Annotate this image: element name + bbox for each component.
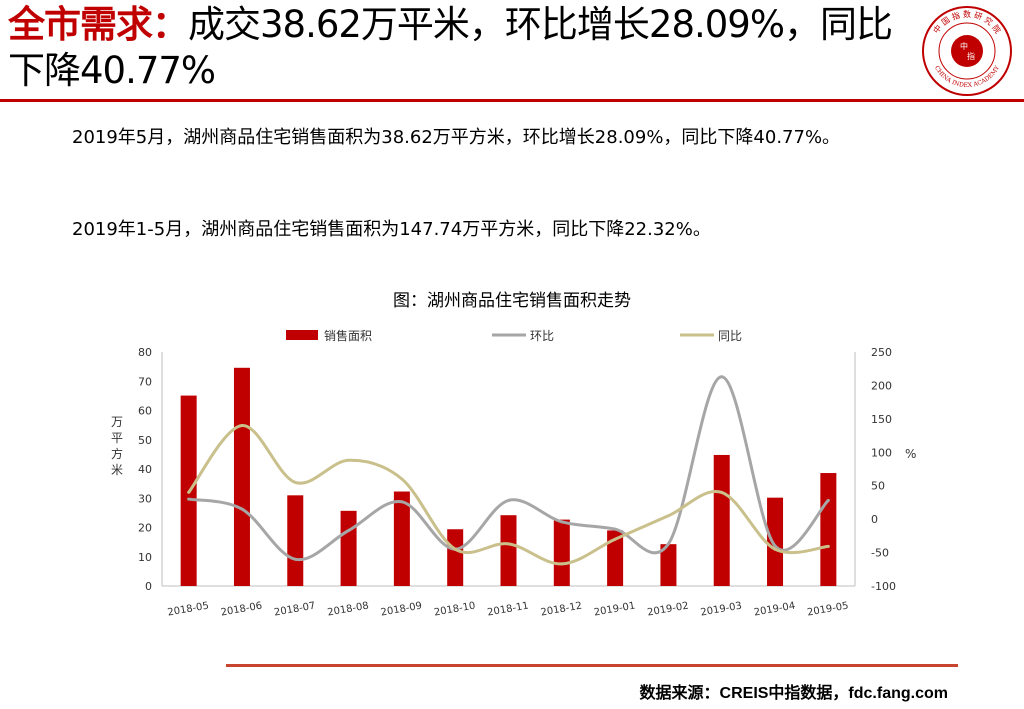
china-index-academy-logo: 中 国 指 数 研 究 院 CHINA INDEX ACADEMY 中 指 <box>922 6 1012 96</box>
paragraph-ytd: 2019年1-5月，湖州商品住宅销售面积为147.74万平方米，同比下降22.3… <box>72 219 711 240</box>
line-point <box>773 544 777 548</box>
left-tick-label: 0 <box>145 580 152 593</box>
line-point <box>507 542 510 546</box>
category-label: 2018-08 <box>327 600 370 618</box>
left-tick-label: 30 <box>138 492 152 505</box>
line-point <box>400 500 404 504</box>
category-label: 2018-10 <box>433 600 476 618</box>
left-tick-label: 10 <box>138 551 152 564</box>
line-point <box>347 529 351 533</box>
legend-label: 环比 <box>530 329 554 343</box>
left-tick-label: 70 <box>138 375 152 388</box>
data-source: 数据来源：CREIS中指数据，fdc.fang.com <box>639 685 948 702</box>
category-label: 2018-05 <box>167 600 210 618</box>
category-label: 2018-11 <box>487 600 530 618</box>
logo-text-bottom: CHINA INDEX ACADEMY <box>933 64 1001 89</box>
line-point <box>613 537 617 541</box>
left-tick-label: 50 <box>138 434 152 447</box>
right-tick-label: -50 <box>871 547 889 560</box>
left-tick-label: 20 <box>138 522 152 535</box>
svg-text:CHINA INDEX ACADEMY: CHINA INDEX ACADEMY <box>933 64 1001 89</box>
logo-text-top: 中 国 指 数 研 究 院 <box>931 9 1003 35</box>
line-point <box>666 542 670 546</box>
logo-center-bottom: 指 <box>967 51 975 61</box>
legend-swatch-bar <box>286 330 318 340</box>
right-tick-label: 250 <box>871 346 892 359</box>
right-tick-label: -100 <box>871 580 896 593</box>
bar-sales-area <box>393 491 410 586</box>
page-title: 全市需求：成交38.62万平米，环比增长28.09%，同比下降40.77% <box>8 2 908 94</box>
line-point <box>453 547 457 551</box>
right-tick-label: 200 <box>871 379 892 392</box>
title-rest: 成交38.62万平米，环比增长28.09%，同比下降40.77% <box>8 3 893 92</box>
category-label: 2019-05 <box>806 600 849 618</box>
bar-sales-area <box>500 515 517 586</box>
sales-area-chart: 销售面积 环比 同比 0 10 20 30 40 50 60 70 80 -100 -50 0 50 100 1… <box>111 328 916 619</box>
line-point <box>720 375 724 379</box>
category-label: 2019-01 <box>593 600 636 618</box>
footer-divider <box>226 664 958 667</box>
category-label: 2018-09 <box>380 600 423 618</box>
right-tick-label: 150 <box>871 413 892 426</box>
line-point <box>187 497 191 501</box>
left-axis-label: 万平方米 <box>111 415 123 477</box>
category-label: 2018-06 <box>220 600 263 618</box>
line-point <box>613 527 617 531</box>
line-point <box>826 544 830 548</box>
bar-sales-area <box>767 497 784 586</box>
bar-sales-area <box>287 495 304 586</box>
line-point <box>560 520 564 524</box>
category-label: 2019-02 <box>646 600 689 618</box>
line-series <box>187 375 830 566</box>
left-tick-label: 40 <box>138 463 152 476</box>
line-point <box>720 490 724 494</box>
right-tick-label: 50 <box>871 480 885 493</box>
line-point <box>826 498 830 502</box>
bar-sales-area <box>713 454 730 586</box>
logo-center-top: 中 <box>960 41 968 51</box>
bar-sales-area <box>233 367 250 586</box>
line-point <box>773 547 777 551</box>
line-point <box>400 477 404 481</box>
right-tick-label: 0 <box>871 513 878 526</box>
bar-sales-area <box>820 473 837 586</box>
line-point <box>560 562 564 566</box>
line-point <box>347 458 351 462</box>
title-highlight: 全市需求： <box>8 3 189 46</box>
category-label: 2018-07 <box>273 600 316 618</box>
legend-label: 销售面积 <box>324 328 372 343</box>
svg-text:中 国 指 数 研 究 院: 中 国 指 数 研 究 院 <box>931 9 1003 35</box>
category-label: 2019-04 <box>753 600 796 618</box>
chart-title: 图：湖州商品住宅销售面积走势 <box>393 291 631 311</box>
bar-sales-area <box>340 510 357 586</box>
bar-sales-area <box>553 519 570 586</box>
line-point <box>293 557 297 561</box>
line-point <box>666 514 670 518</box>
category-label: 2018-12 <box>540 600 583 618</box>
header-divider <box>0 99 1024 102</box>
line-point <box>240 507 244 511</box>
paragraph-monthly: 2019年5月，湖州商品住宅销售面积为38.62万平方米，环比增长28.09%，… <box>72 127 841 148</box>
line-point <box>507 498 510 502</box>
line-point <box>293 480 297 484</box>
bar-series <box>180 367 837 586</box>
bar-sales-area <box>447 529 464 586</box>
chart-legend: 销售面积 环比 同比 <box>286 328 742 343</box>
line-mom <box>188 375 830 562</box>
line-point <box>240 424 244 428</box>
right-axis-label: % <box>905 447 916 461</box>
left-tick-label: 60 <box>138 405 152 418</box>
category-label: 2019-03 <box>700 600 743 618</box>
right-tick-label: 100 <box>871 446 892 459</box>
line-point <box>187 490 191 494</box>
left-tick-label: 80 <box>138 346 152 359</box>
bar-sales-area <box>607 530 624 586</box>
bar-sales-area <box>660 544 677 586</box>
legend-label: 同比 <box>718 329 742 343</box>
